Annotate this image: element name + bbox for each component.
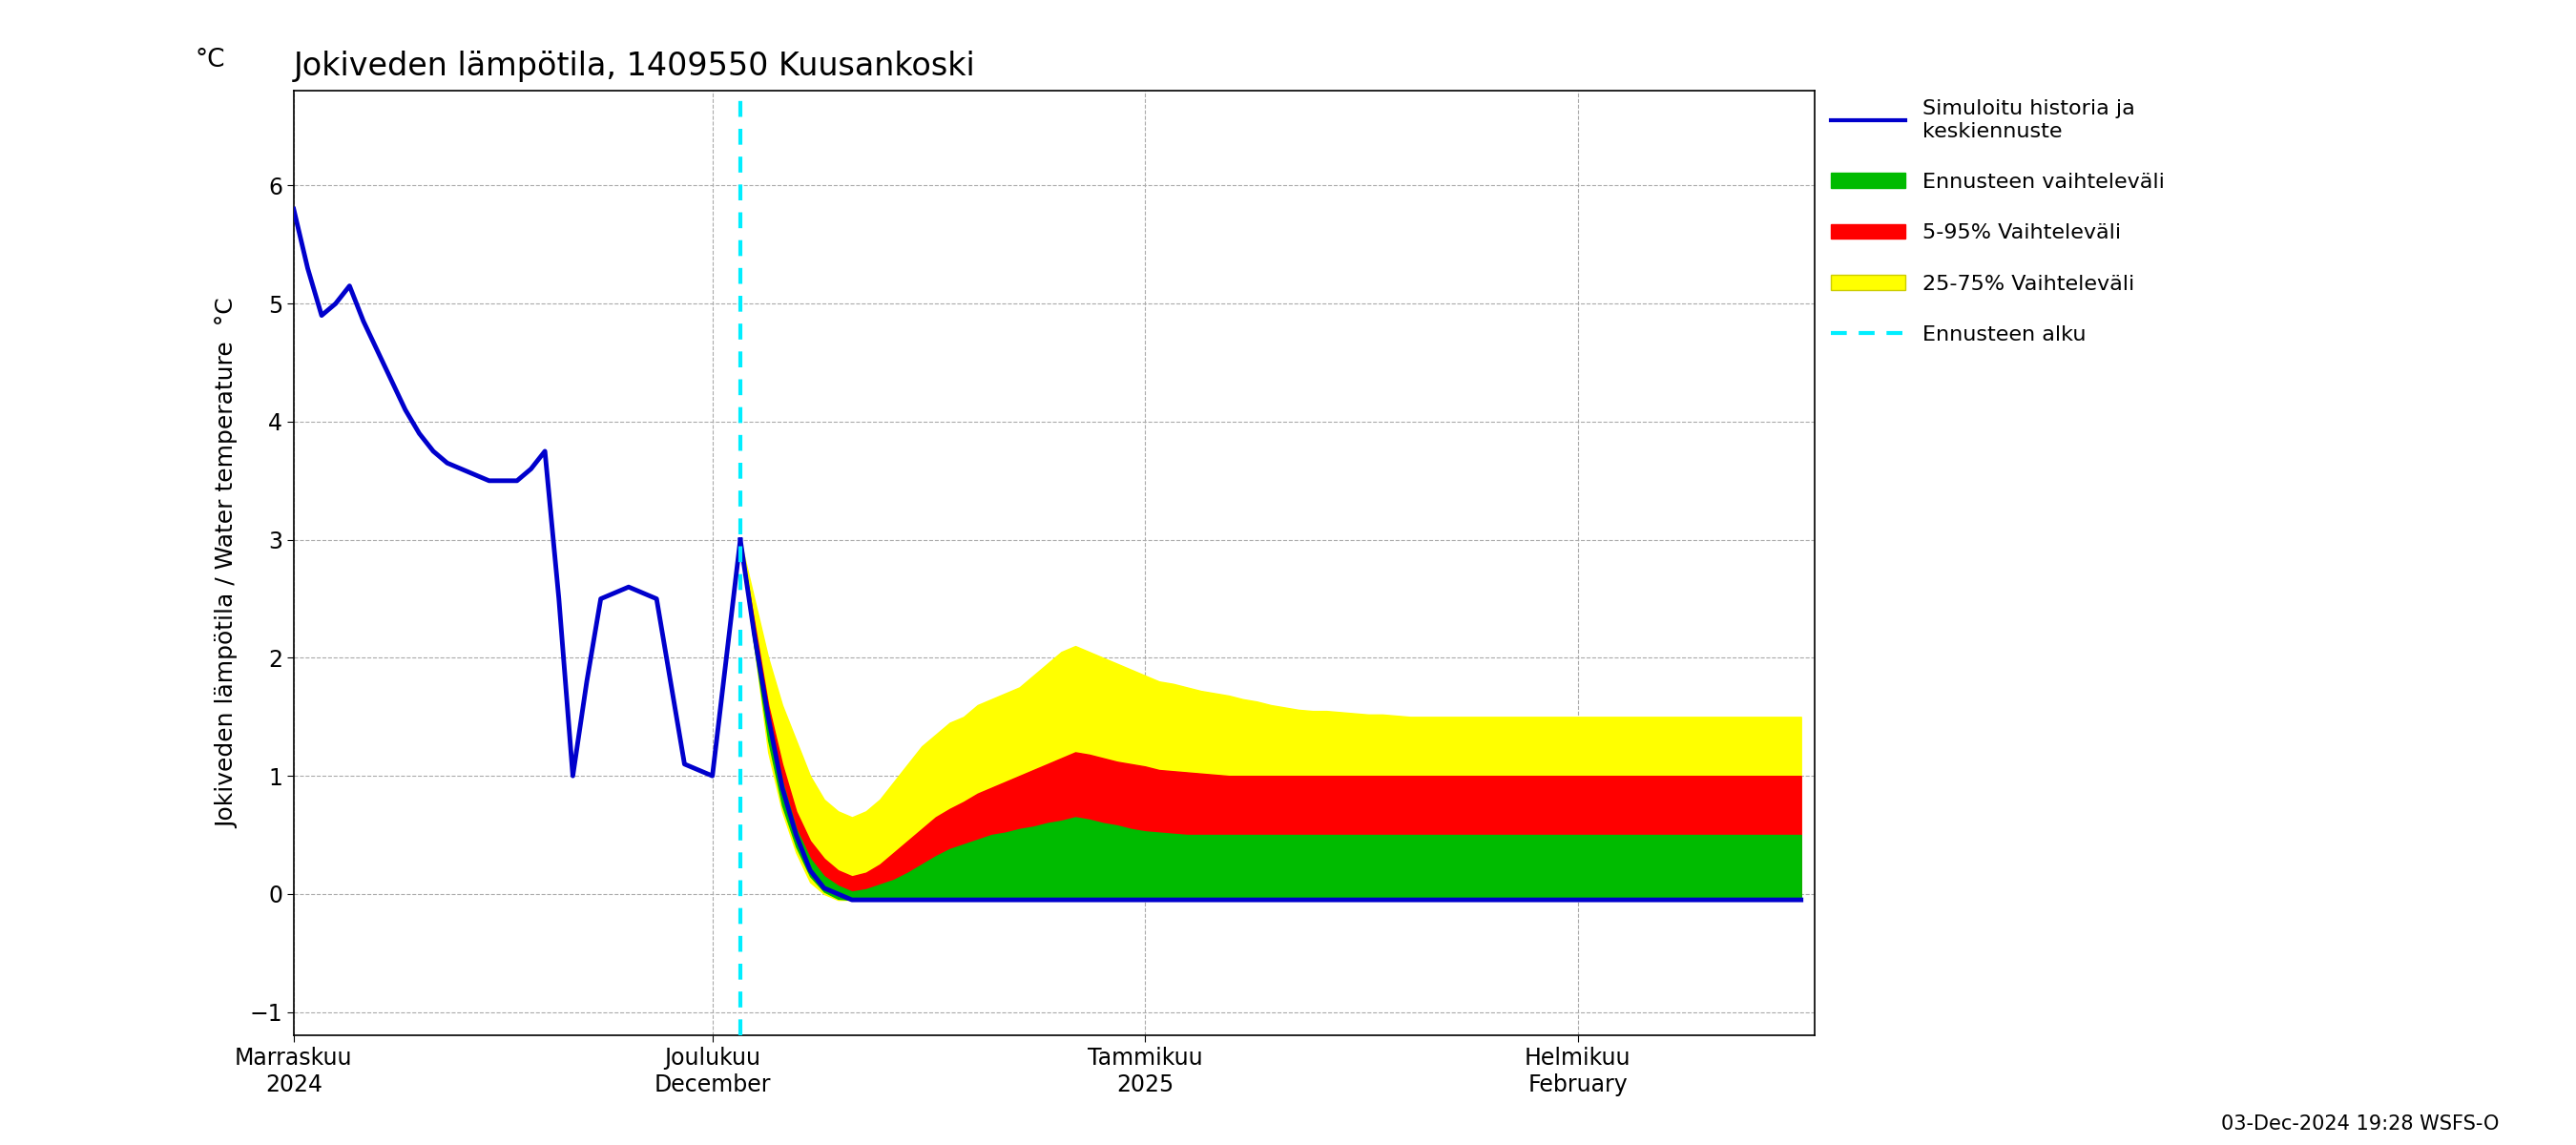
- Y-axis label: Jokiveden lämpötila / Water temperature  °C: Jokiveden lämpötila / Water temperature …: [216, 299, 240, 829]
- Text: 03-Dec-2024 19:28 WSFS-O: 03-Dec-2024 19:28 WSFS-O: [2221, 1114, 2499, 1134]
- Legend: Simuloitu historia ja
keskiennuste, Ennusteen vaihteleväli, 5-95% Vaihteleväli, : Simuloitu historia ja keskiennuste, Ennu…: [1824, 92, 2174, 353]
- Text: °C: °C: [196, 47, 224, 72]
- Text: Jokiveden lämpötila, 1409550 Kuusankoski: Jokiveden lämpötila, 1409550 Kuusankoski: [294, 50, 976, 82]
